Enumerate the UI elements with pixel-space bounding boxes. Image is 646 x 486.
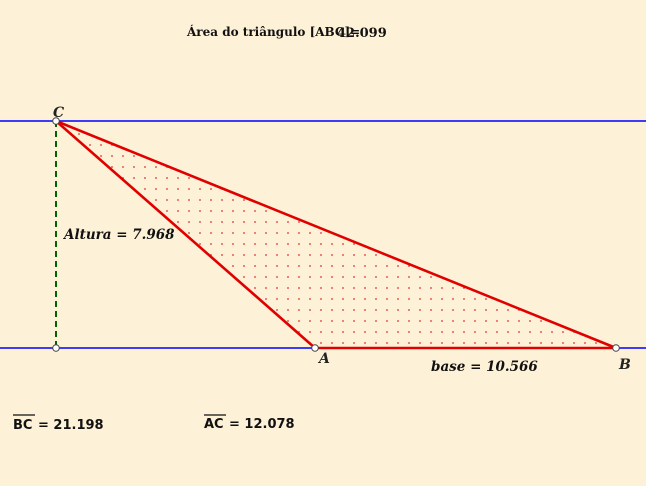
point-foot[interactable]	[52, 344, 60, 352]
bc-value: = 21.198	[38, 418, 104, 433]
point-b[interactable]	[612, 344, 620, 352]
point-b-label: B	[618, 357, 631, 373]
point-c-label: C	[53, 105, 64, 121]
ac-value: = 12.078	[229, 417, 295, 432]
point-a-label: A	[317, 351, 330, 367]
point-c[interactable]	[52, 117, 60, 125]
area-value: 42.099	[337, 26, 387, 41]
area-label: Área do triângulo [ABC]=	[186, 24, 360, 39]
side-ca[interactable]	[55, 120, 316, 349]
bc-label: BC	[13, 418, 32, 433]
base-label: base = 10.566	[431, 359, 538, 375]
ac-label: AC	[204, 417, 224, 432]
point-a[interactable]	[311, 344, 319, 352]
side-cb[interactable]	[55, 119, 617, 350]
height-label: Altura = 7.968	[62, 227, 175, 243]
